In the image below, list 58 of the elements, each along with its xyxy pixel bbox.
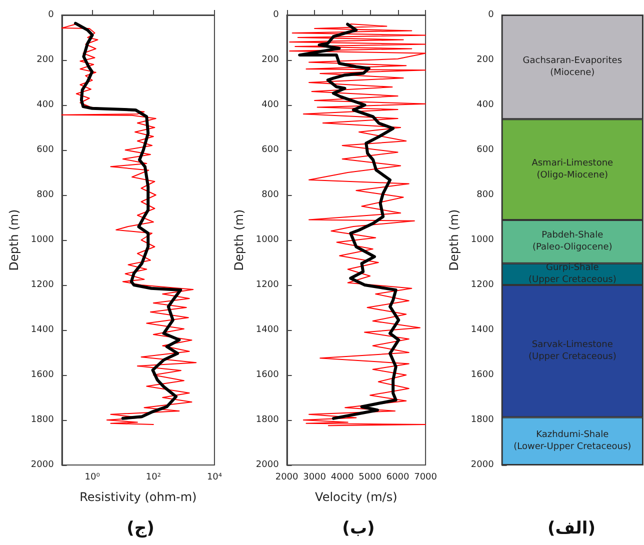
line-series bbox=[298, 22, 400, 420]
x-tick-label: 4000 bbox=[330, 472, 354, 482]
y-tick-label: 400 bbox=[262, 100, 280, 110]
y-tick-label: 400 bbox=[36, 100, 54, 110]
y-tick-label: 2000 bbox=[256, 460, 280, 470]
x-axis-title: Velocity (m/s) bbox=[315, 490, 398, 504]
y-tick-label: 600 bbox=[36, 145, 54, 155]
line-series bbox=[289, 24, 426, 426]
y-tick-label: 400 bbox=[476, 100, 494, 110]
y-tick-label: 1400 bbox=[256, 325, 280, 335]
x-tick-label: 5000 bbox=[358, 472, 382, 482]
y-tick-label: 1600 bbox=[470, 370, 494, 380]
y-tick-label: 0 bbox=[273, 10, 280, 20]
y-axis-title: Depth (m) bbox=[232, 209, 246, 271]
y-axis-title: Depth (m) bbox=[447, 209, 461, 271]
y-tick-label: 1200 bbox=[30, 280, 54, 290]
y-tick-label: 200 bbox=[36, 55, 54, 65]
y-tick-label: 1800 bbox=[470, 415, 494, 425]
y-tick-label: 1000 bbox=[30, 235, 54, 245]
x-tick-label: 10⁴ bbox=[206, 472, 222, 482]
series-label: Kazhdumi-Shale (Lower-Upper Cretaceous) bbox=[514, 430, 632, 452]
y-tick-label: 1800 bbox=[30, 415, 54, 425]
series-label: Asmari-Limestone (Oligo-Miocene) bbox=[532, 158, 614, 181]
y-tick-label: 1000 bbox=[470, 235, 494, 245]
y-tick-label: 1000 bbox=[256, 235, 280, 245]
series-label: Gachsaran-Evaporites (Miocene) bbox=[522, 56, 622, 78]
text: (الف) bbox=[547, 518, 596, 538]
x-tick-label: 10⁰ bbox=[84, 472, 100, 482]
y-tick-label: 1800 bbox=[256, 415, 280, 425]
y-tick-label: 600 bbox=[476, 145, 494, 155]
y-tick-label: 1200 bbox=[470, 280, 494, 290]
x-axis-title: Resistivity (ohm-m) bbox=[80, 490, 197, 504]
y-tick-label: 200 bbox=[262, 55, 280, 65]
x-tick-label: 10² bbox=[146, 472, 162, 482]
y-tick-label: 800 bbox=[476, 190, 494, 200]
y-tick-label: 1600 bbox=[30, 370, 54, 380]
x-tick-label: 3000 bbox=[303, 472, 326, 482]
y-tick-label: 1200 bbox=[256, 280, 280, 290]
y-tick-label: 2000 bbox=[30, 460, 54, 470]
y-tick-label: 200 bbox=[476, 55, 494, 65]
text: (ب) bbox=[342, 518, 375, 538]
text: (ج) bbox=[126, 518, 154, 538]
series-label: Gurpi-Shale (Upper Cretaceous) bbox=[528, 263, 616, 286]
x-tick-label: 6000 bbox=[386, 472, 410, 482]
y-tick-label: 800 bbox=[36, 190, 54, 200]
y-tick-label: 0 bbox=[48, 10, 54, 20]
y-tick-label: 2000 bbox=[470, 460, 494, 470]
y-tick-label: 600 bbox=[262, 145, 280, 155]
y-tick-label: 0 bbox=[488, 10, 494, 20]
x-tick-label: 2000 bbox=[275, 472, 299, 482]
series-label: Pabdeh-Shale (Paleo-Oligocene) bbox=[532, 230, 612, 253]
y-tick-label: 1400 bbox=[30, 325, 54, 335]
y-tick-label: 800 bbox=[262, 190, 280, 200]
y-axis-title: Depth (m) bbox=[7, 209, 21, 271]
x-tick-label: 7000 bbox=[414, 472, 438, 482]
y-tick-label: 1600 bbox=[256, 370, 280, 380]
series-label: Sarvak-Limestone (Upper Cretaceous) bbox=[528, 340, 616, 362]
y-tick-label: 1400 bbox=[470, 325, 494, 335]
